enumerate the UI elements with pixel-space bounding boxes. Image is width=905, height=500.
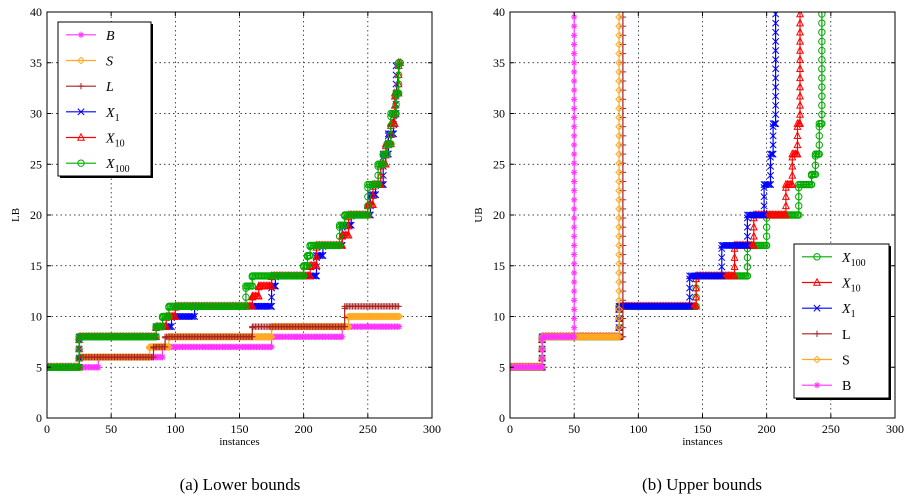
y-tick-label: 0 <box>499 411 505 425</box>
x-axis-label: instances <box>682 436 722 448</box>
legend-item-s: S <box>66 55 113 70</box>
x-tick-label: 100 <box>166 422 184 436</box>
y-tick-label: 25 <box>30 157 42 171</box>
y-tick-label: 25 <box>493 157 505 171</box>
legend-item-l: L <box>66 80 114 95</box>
series-line-l <box>510 12 624 368</box>
y-tick-label: 10 <box>30 310 42 324</box>
legend-item-b: B <box>66 29 115 44</box>
x-tick-label: 300 <box>886 422 904 436</box>
series-markers-x10 <box>510 12 805 371</box>
legend-label: S <box>106 55 113 70</box>
x-tick-label: 300 <box>423 422 441 436</box>
series-x100 <box>47 59 404 371</box>
series-line-s <box>510 12 620 368</box>
y-tick-label: 20 <box>493 208 505 222</box>
legend: BSL X1 X10 X100 <box>57 21 153 178</box>
y-tick-label: 15 <box>30 259 42 273</box>
y-tick-label: 40 <box>30 5 42 19</box>
figure-caption: (b) Upper bounds <box>642 475 762 494</box>
legend-label: X10 <box>105 132 125 150</box>
legend-label: L <box>842 328 851 343</box>
legend-label: X10 <box>841 277 861 295</box>
x-tick-label: 250 <box>822 422 840 436</box>
legend-item-x1: X1 <box>66 106 120 124</box>
legend-item-x10: X10 <box>66 132 125 150</box>
y-tick-label: 40 <box>493 5 505 19</box>
chart-upper-bounds: 0 50 100 150 200 250 300 0 5 10 15 20 25 30 35 40 instan… <box>473 5 904 494</box>
series-s <box>47 312 404 372</box>
x-tick-label: 250 <box>359 422 377 436</box>
series-line-x1 <box>510 12 777 368</box>
series-x10 <box>510 12 805 371</box>
x-tick-label: 200 <box>295 422 313 436</box>
legend-item-s: S <box>802 354 850 369</box>
y-tick-label: 30 <box>493 107 505 121</box>
y-tick-label: 30 <box>30 107 42 121</box>
legend-item-x10: X10 <box>802 277 861 295</box>
x-tick-label: 0 <box>507 422 513 436</box>
x-tick-label: 200 <box>758 422 776 436</box>
series-markers-x1 <box>510 12 780 371</box>
y-tick-label: 35 <box>30 56 42 70</box>
chart-lower-bounds: 0 50 100 150 200 250 300 0 5 10 15 20 25 30 35 40 instan… <box>10 5 441 494</box>
series-markers-x100 <box>47 59 404 371</box>
y-axis-label: UB <box>473 207 485 222</box>
series-x1 <box>510 12 780 371</box>
y-tick-label: 5 <box>499 360 505 374</box>
x-tick-label: 150 <box>694 422 712 436</box>
legend-label: S <box>842 354 850 369</box>
x-tick-label: 50 <box>568 422 580 436</box>
series-b <box>510 12 578 371</box>
y-tick-label: 10 <box>493 310 505 324</box>
x-tick-label: 100 <box>629 422 647 436</box>
legend-label: B <box>842 379 851 394</box>
series-markers-b <box>510 13 578 371</box>
x-tick-label: 150 <box>231 422 249 436</box>
series-markers-x100 <box>510 12 826 371</box>
y-tick-label: 35 <box>493 56 505 70</box>
y-tick-label: 5 <box>36 360 42 374</box>
series-markers-l <box>510 13 627 371</box>
legend-item-x1: X1 <box>802 302 856 320</box>
y-tick-label: 20 <box>30 208 42 222</box>
legend-item-x100: X100 <box>802 251 866 269</box>
x-axis-label: instances <box>219 436 259 448</box>
legend-item-x100: X100 <box>66 157 130 175</box>
figure-caption: (a) Lower bounds <box>180 475 301 494</box>
legend-label: X100 <box>105 157 130 175</box>
series-markers-s <box>510 13 623 372</box>
y-tick-label: 15 <box>493 259 505 273</box>
series-x100 <box>510 12 826 371</box>
series-line-b <box>510 12 575 368</box>
y-axis-label: LB <box>10 208 22 222</box>
legend-item-b: B <box>802 379 851 394</box>
x-tick-label: 50 <box>105 422 117 436</box>
y-tick-label: 0 <box>36 411 42 425</box>
legend: X100 X10 X1 LSB <box>793 243 891 400</box>
legend-label: X1 <box>841 302 856 320</box>
x-tick-label: 0 <box>44 422 50 436</box>
legend-label: B <box>106 29 115 44</box>
legend-item-l: L <box>802 328 851 343</box>
legend-label: L <box>105 80 114 95</box>
legend-label: X1 <box>105 106 120 124</box>
series-line-x10 <box>510 12 801 368</box>
legend-label: X100 <box>841 251 866 269</box>
